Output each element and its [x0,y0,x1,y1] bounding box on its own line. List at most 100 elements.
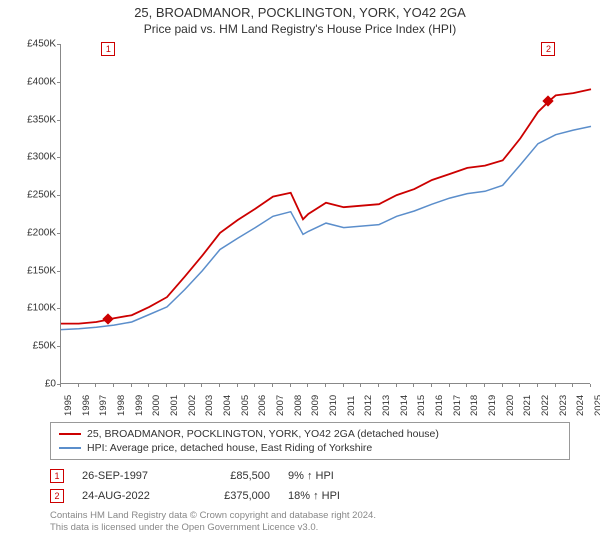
x-tick-label: 2013 [381,395,392,416]
x-tick-label: 2021 [522,395,533,416]
x-tick-mark [166,384,167,387]
y-tick-mark [57,346,60,347]
x-tick-mark [184,384,185,387]
x-tick-mark [95,384,96,387]
x-tick-label: 1997 [98,395,109,416]
x-tick-label: 1998 [116,395,127,416]
x-tick-label: 2009 [310,395,321,416]
sale-marker-2: 2 [541,42,555,56]
sale-price: £375,000 [200,490,270,502]
footnote-line1: Contains HM Land Registry data © Crown c… [50,510,570,522]
x-tick-label: 2007 [275,395,286,416]
series-hpi [61,126,591,329]
x-tick-mark [466,384,467,387]
x-tick-mark [502,384,503,387]
x-tick-label: 2017 [452,395,463,416]
y-tick-label: £0 [10,379,56,390]
x-tick-mark [78,384,79,387]
sale-row-marker: 1 [50,469,64,483]
x-tick-label: 2025 [593,395,600,416]
x-tick-mark [237,384,238,387]
footnote-line2: This data is licensed under the Open Gov… [50,522,570,534]
x-tick-label: 2014 [399,395,410,416]
x-tick-mark [60,384,61,387]
x-tick-mark [413,384,414,387]
y-tick-mark [57,233,60,234]
legend-label: 25, BROADMANOR, POCKLINGTON, YORK, YO42 … [87,428,439,440]
y-tick-label: £50K [10,341,56,352]
plot-area [60,44,590,384]
x-tick-label: 2019 [487,395,498,416]
series-property [61,89,591,323]
chart-container: 25, BROADMANOR, POCKLINGTON, YORK, YO42 … [0,0,600,560]
x-tick-label: 1999 [134,395,145,416]
y-tick-label: £100K [10,303,56,314]
y-tick-label: £150K [10,265,56,276]
sale-pct-vs-hpi: 18% ↑ HPI [288,490,368,502]
x-tick-mark [519,384,520,387]
y-tick-label: £350K [10,114,56,125]
y-tick-label: £450K [10,39,56,50]
y-tick-label: £200K [10,227,56,238]
legend-row: 25, BROADMANOR, POCKLINGTON, YORK, YO42 … [59,427,561,441]
sale-marker-1: 1 [101,42,115,56]
x-tick-label: 1996 [81,395,92,416]
footnote: Contains HM Land Registry data © Crown c… [50,510,570,535]
y-tick-mark [57,44,60,45]
x-tick-mark [431,384,432,387]
y-tick-mark [57,271,60,272]
x-tick-label: 2024 [575,395,586,416]
x-tick-mark [590,384,591,387]
y-tick-mark [57,82,60,83]
y-tick-mark [57,308,60,309]
y-tick-mark [57,195,60,196]
x-tick-label: 2023 [558,395,569,416]
x-tick-mark [113,384,114,387]
x-tick-label: 2020 [505,395,516,416]
x-tick-mark [290,384,291,387]
chart-area: £0£50K£100K£150K£200K£250K£300K£350K£400… [10,44,590,414]
y-tick-label: £400K [10,76,56,87]
x-tick-mark [272,384,273,387]
x-tick-mark [572,384,573,387]
y-tick-mark [57,157,60,158]
x-tick-mark [555,384,556,387]
x-tick-mark [201,384,202,387]
x-tick-mark [325,384,326,387]
sale-date: 26-SEP-1997 [82,470,182,482]
x-tick-label: 2016 [434,395,445,416]
x-tick-label: 2002 [187,395,198,416]
chart-subtitle: Price paid vs. HM Land Registry's House … [0,20,600,44]
x-tick-label: 2001 [169,395,180,416]
sale-price: £85,500 [200,470,270,482]
x-tick-mark [378,384,379,387]
sale-date: 24-AUG-2022 [82,490,182,502]
x-tick-label: 2000 [151,395,162,416]
x-tick-mark [360,384,361,387]
sale-pct-vs-hpi: 9% ↑ HPI [288,470,368,482]
x-tick-mark [449,384,450,387]
x-tick-label: 2005 [240,395,251,416]
x-tick-mark [219,384,220,387]
x-tick-mark [148,384,149,387]
x-tick-label: 2011 [346,396,357,416]
x-tick-mark [254,384,255,387]
legend-label: HPI: Average price, detached house, East… [87,442,372,454]
line-svg [61,44,591,384]
x-tick-label: 1995 [63,395,74,416]
x-tick-label: 2006 [257,395,268,416]
sale-row: 1 26-SEP-1997 £85,500 9% ↑ HPI [50,466,570,486]
legend: 25, BROADMANOR, POCKLINGTON, YORK, YO42 … [50,422,570,460]
legend-row: HPI: Average price, detached house, East… [59,441,561,455]
x-tick-label: 2008 [293,395,304,416]
x-tick-mark [396,384,397,387]
x-tick-label: 2004 [222,395,233,416]
x-tick-label: 2018 [469,395,480,416]
sale-row: 2 24-AUG-2022 £375,000 18% ↑ HPI [50,486,570,506]
legend-swatch [59,433,81,435]
sale-row-marker: 2 [50,489,64,503]
x-tick-label: 2022 [540,395,551,416]
y-tick-label: £300K [10,152,56,163]
x-tick-label: 2010 [328,395,339,416]
y-tick-mark [57,120,60,121]
